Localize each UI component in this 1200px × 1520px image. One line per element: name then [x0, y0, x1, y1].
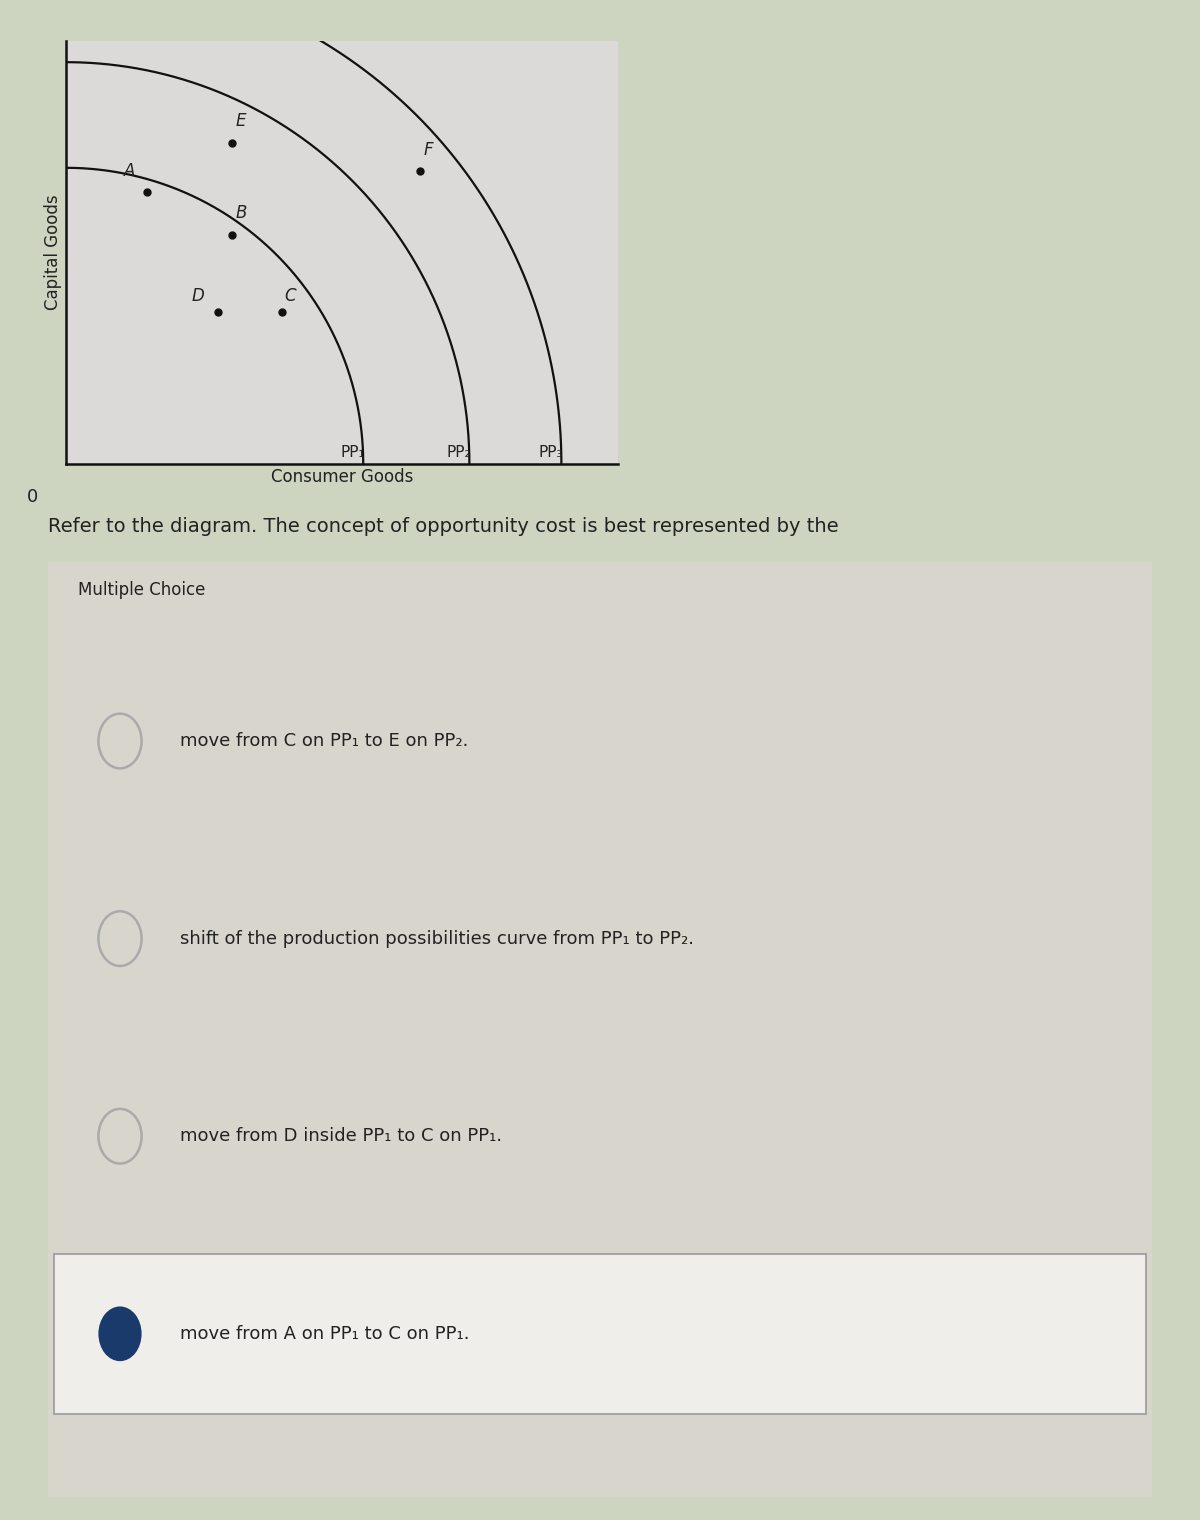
- Text: B: B: [235, 204, 246, 222]
- Text: move from D inside PP₁ to C on PP₁.: move from D inside PP₁ to C on PP₁.: [180, 1128, 502, 1145]
- Text: E: E: [235, 112, 246, 131]
- Text: A: A: [124, 161, 136, 179]
- Text: Refer to the diagram. The concept of opportunity cost is best represented by the: Refer to the diagram. The concept of opp…: [48, 517, 839, 537]
- Text: C: C: [284, 287, 296, 306]
- Y-axis label: Capital Goods: Capital Goods: [44, 195, 62, 310]
- Text: PP₃: PP₃: [539, 445, 563, 461]
- Text: D: D: [192, 287, 205, 306]
- Text: shift of the production possibilities curve from PP₁ to PP₂.: shift of the production possibilities cu…: [180, 930, 694, 947]
- Text: 0: 0: [28, 488, 38, 506]
- Text: move from C on PP₁ to E on PP₂.: move from C on PP₁ to E on PP₂.: [180, 733, 468, 749]
- Text: move from A on PP₁ to C on PP₁.: move from A on PP₁ to C on PP₁.: [180, 1325, 469, 1342]
- Text: PP₁: PP₁: [341, 445, 365, 461]
- Text: PP₂: PP₂: [446, 445, 472, 461]
- Text: F: F: [424, 141, 433, 158]
- X-axis label: Consumer Goods: Consumer Goods: [271, 468, 413, 486]
- Text: Multiple Choice: Multiple Choice: [78, 581, 205, 599]
